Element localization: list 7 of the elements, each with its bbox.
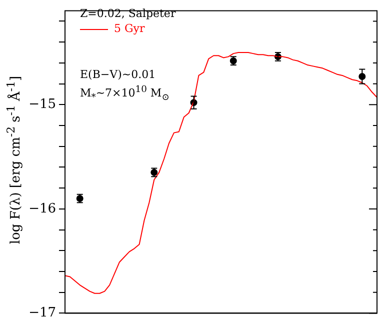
y-tick-label: −16 xyxy=(28,201,56,216)
y-tick-label: −17 xyxy=(28,306,56,321)
annotation: E(B−V)~0.01 xyxy=(80,68,156,81)
legend-label: 5 Gyr xyxy=(113,22,145,35)
annotation: Z=0.02, Salpeter xyxy=(80,7,176,20)
y-tick-label: −15 xyxy=(28,97,56,112)
annotation: M$_{*}$~7×10$^{10}$ M$_{⊙}$ xyxy=(80,84,170,103)
